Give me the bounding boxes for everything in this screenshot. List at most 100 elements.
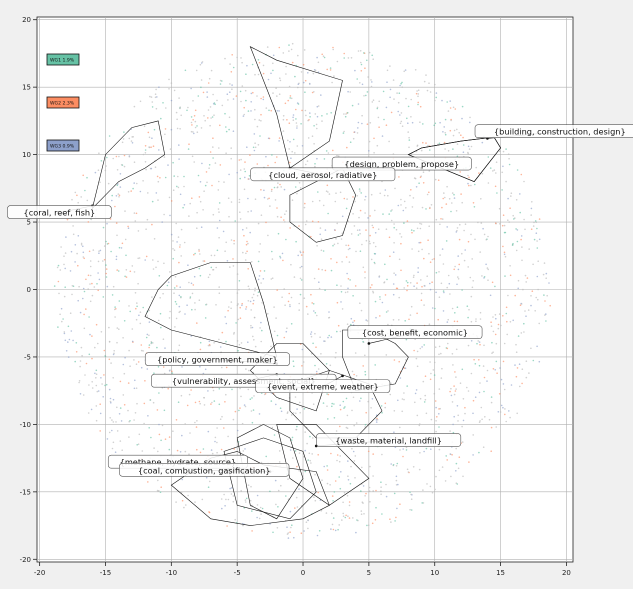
data-point	[156, 346, 158, 349]
data-point	[371, 284, 373, 286]
data-point	[467, 151, 469, 154]
data-point	[161, 424, 164, 427]
data-point	[98, 278, 101, 281]
data-point	[407, 131, 410, 133]
data-point	[209, 124, 211, 127]
data-point	[447, 318, 450, 321]
data-point	[211, 401, 213, 404]
data-point	[99, 412, 102, 415]
data-point	[245, 368, 247, 370]
y-tick-label: -20	[20, 556, 31, 564]
data-point	[431, 281, 433, 284]
data-point	[512, 214, 514, 217]
data-point	[383, 194, 386, 197]
data-point	[199, 341, 202, 344]
data-point	[133, 105, 136, 108]
data-point	[83, 257, 85, 260]
data-point	[493, 169, 496, 171]
data-point	[171, 370, 173, 373]
data-point	[516, 367, 519, 369]
data-point	[276, 110, 279, 112]
data-point	[115, 155, 118, 158]
data-point	[225, 340, 227, 343]
data-point	[316, 56, 318, 59]
data-point	[422, 171, 425, 173]
data-point	[471, 286, 474, 289]
data-point	[248, 369, 250, 372]
data-point	[446, 286, 449, 289]
data-point	[452, 134, 455, 137]
data-point	[154, 93, 157, 95]
data-point	[520, 303, 523, 305]
data-point	[417, 95, 419, 98]
data-point	[200, 226, 203, 228]
data-point	[424, 394, 427, 397]
data-point	[332, 500, 334, 502]
data-point	[287, 478, 289, 480]
data-point	[294, 396, 297, 398]
data-point	[366, 123, 369, 125]
data-point	[340, 238, 343, 240]
data-point	[313, 143, 315, 145]
data-point	[316, 127, 318, 130]
data-point	[191, 308, 193, 311]
data-point	[179, 246, 181, 248]
data-point	[344, 516, 347, 519]
data-point	[148, 309, 151, 312]
data-point	[216, 427, 218, 429]
data-point	[333, 243, 336, 246]
data-point	[351, 409, 353, 412]
data-point	[176, 127, 179, 130]
data-point	[99, 403, 101, 406]
data-point	[179, 286, 181, 289]
data-point	[197, 95, 200, 97]
data-point	[187, 494, 189, 497]
data-point	[543, 262, 546, 264]
data-point	[245, 497, 248, 500]
data-point	[299, 293, 302, 296]
data-point	[221, 331, 224, 334]
data-point	[121, 141, 124, 144]
data-point	[80, 244, 83, 246]
data-point	[290, 526, 292, 529]
data-point	[299, 266, 302, 269]
data-point	[339, 425, 341, 428]
data-point	[243, 234, 245, 237]
data-point	[433, 361, 436, 364]
data-point	[63, 331, 66, 333]
data-point	[350, 57, 353, 59]
data-point	[390, 382, 392, 385]
data-point	[253, 149, 256, 152]
data-point	[466, 305, 469, 308]
data-point	[298, 302, 301, 305]
data-point	[470, 184, 472, 187]
data-point	[447, 150, 450, 152]
data-point	[401, 81, 403, 84]
data-point	[260, 214, 263, 216]
data-point	[120, 420, 123, 422]
data-point	[406, 289, 408, 292]
data-point	[251, 510, 253, 512]
data-point	[351, 447, 353, 450]
data-point	[119, 173, 122, 175]
data-point	[417, 267, 420, 269]
data-point	[516, 412, 518, 415]
data-point	[116, 184, 119, 187]
data-point	[395, 228, 398, 231]
x-tick-label: -5	[234, 569, 241, 577]
data-point	[133, 359, 135, 361]
data-point	[239, 177, 241, 180]
data-point	[367, 450, 370, 453]
data-point	[359, 82, 361, 84]
data-point	[334, 529, 337, 532]
data-point	[164, 128, 167, 130]
data-point	[210, 449, 213, 451]
data-point	[452, 106, 455, 109]
data-point	[247, 484, 250, 487]
data-point	[332, 244, 334, 247]
data-point	[114, 205, 116, 208]
data-point	[294, 75, 296, 78]
data-point	[468, 308, 470, 311]
data-point	[392, 464, 395, 466]
